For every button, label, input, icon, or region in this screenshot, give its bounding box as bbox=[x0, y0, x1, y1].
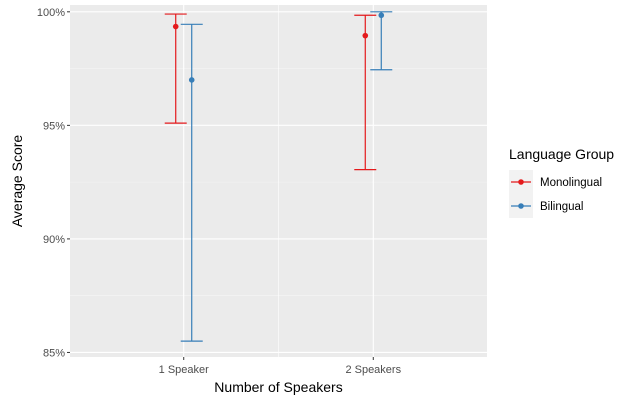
monolingual-point bbox=[172, 23, 179, 30]
major-gridlines bbox=[70, 5, 487, 357]
y-axis: 85% 90% 95% 100% bbox=[37, 7, 70, 359]
bilingual-point bbox=[378, 12, 385, 19]
legend: Language Group Monolingual Bilingual bbox=[509, 146, 614, 218]
x-tick-label: 1 Speaker bbox=[159, 364, 209, 376]
legend-label-monolingual: Monolingual bbox=[540, 177, 602, 189]
monolingual-point bbox=[362, 32, 369, 39]
y-tick-label: 85% bbox=[43, 347, 65, 359]
y-tick-label: 90% bbox=[43, 234, 65, 246]
monolingual-legend-point bbox=[518, 179, 524, 185]
minor-gridlines bbox=[70, 5, 487, 357]
bilingual-point bbox=[188, 77, 195, 83]
legend-title: Language Group bbox=[509, 146, 614, 162]
y-tick-label: 95% bbox=[43, 120, 65, 132]
x-axis-title: Number of Speakers bbox=[214, 379, 342, 395]
x-axis: 1 Speaker 2 Speakers bbox=[159, 357, 402, 376]
bilingual-legend-point bbox=[518, 203, 524, 209]
data-marks bbox=[164, 11, 393, 342]
x-tick-label: 2 Speakers bbox=[345, 364, 401, 376]
y-axis-title: Average Score bbox=[9, 135, 25, 228]
legend-label-bilingual: Bilingual bbox=[540, 201, 583, 213]
y-tick-label: 100% bbox=[37, 7, 65, 19]
